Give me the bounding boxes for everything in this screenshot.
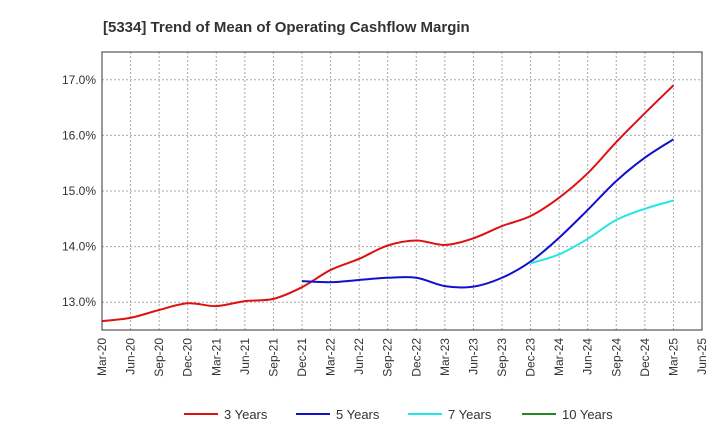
legend: 3 Years 5 Years 7 Years 10 Years [184,407,613,422]
x-tick-label: Dec-20 [181,338,195,377]
x-tick-label: Mar-25 [666,338,680,376]
legend-label-10-years: 10 Years [562,407,613,422]
legend-label-3-years: 3 Years [224,407,268,422]
x-tick-label: Jun-20 [124,338,138,375]
x-tick-label: Dec-21 [295,338,309,377]
chart-title: [5334] Trend of Mean of Operating Cashfl… [103,19,470,36]
series-line-5-years [301,138,674,289]
legend-label-5-years: 5 Years [336,407,380,422]
x-tick-label: Sep-20 [152,338,166,377]
x-tick-label: Dec-22 [409,338,423,377]
x-tick-label: Sep-23 [495,338,509,377]
x-tick-label: Sep-21 [266,338,280,377]
x-tick-label: Sep-22 [381,338,395,377]
x-tick-label: Mar-23 [438,338,452,376]
x-tick-label: Jun-23 [466,338,480,375]
y-tick-label: 17.0% [62,73,96,87]
y-tick-label: 16.0% [62,128,96,142]
x-tick-label: Dec-23 [524,338,538,377]
x-tick-label: Mar-24 [552,338,566,376]
x-tick-label: Mar-20 [95,338,109,376]
gridlines [101,52,703,330]
series-lines [101,84,675,323]
plot-frame [101,51,703,331]
x-tick-label: Sep-24 [609,338,623,377]
y-tick-label: 14.0% [62,240,96,254]
x-tick-label: Dec-24 [638,338,652,377]
axes: 13.0% 14.0% 15.0% 16.0% 17.0% Mar-20 Jun-20 Sep… [62,51,709,377]
y-tick-label: 15.0% [62,184,96,198]
series-line-7-years [530,199,674,265]
x-tick-label: Jun-21 [238,338,252,375]
x-tick-label: Jun-22 [352,338,366,375]
x-tick-label: Mar-21 [209,338,223,376]
legend-label-7-years: 7 Years [448,407,492,422]
series-line-3-years [101,84,675,323]
x-tick-label: Mar-22 [324,338,338,376]
x-tick-label: Jun-25 [695,338,709,375]
x-tick-label: Jun-24 [581,338,595,375]
y-tick-label: 13.0% [62,295,96,309]
